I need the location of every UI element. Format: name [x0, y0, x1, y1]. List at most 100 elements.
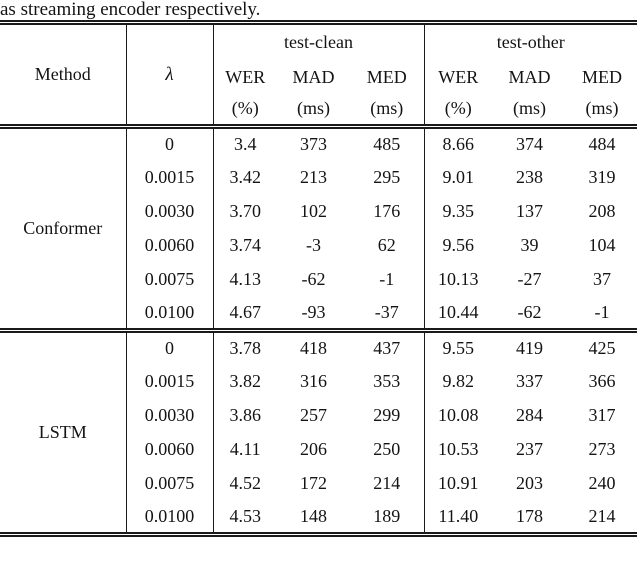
- mad-other-unit: (ms): [513, 98, 547, 119]
- med-clean-cell: 353: [350, 364, 425, 399]
- table-row: 0.0100 4.67 -93 -37 10.44 -62 -1: [0, 296, 637, 331]
- mad-other-cell: 419: [516, 338, 544, 359]
- med-other-cell: 425: [588, 338, 616, 359]
- mad-clean-cell: 257: [300, 405, 327, 425]
- group-header-row: Method λ test-clean test-other: [0, 22, 637, 127]
- mad-clean-cell: -3: [306, 235, 321, 255]
- med-other-cell: 104: [588, 235, 616, 255]
- med-other-cell: 317: [588, 405, 616, 425]
- table-row: 0.0075 4.52 172 214 10.91 203 240: [0, 466, 637, 501]
- method-cell: LSTM: [0, 330, 127, 535]
- med-clean-cell: 299: [350, 398, 425, 433]
- lambda-cell: 0.0015: [126, 160, 214, 195]
- caption-text: as streaming encoder respectively.: [0, 0, 261, 20]
- metric-header-row: WER MAD MED WER MAD MED: [0, 60, 637, 94]
- test-other-group-header: test-other: [496, 32, 565, 53]
- wer-clean-cell: 3.82: [229, 371, 262, 391]
- mad-clean-cell: 102: [300, 201, 327, 221]
- wer-clean-cell: 4.52: [229, 473, 262, 493]
- method-column-header: Method: [0, 22, 127, 127]
- wer-clean-cell: 4.53: [229, 505, 262, 526]
- mad-other-cell: 137: [516, 201, 544, 221]
- med-other-header: MED: [582, 66, 623, 87]
- table-row: 0.0030 3.70 102 176 9.35 137 208: [0, 194, 637, 229]
- wer-clean-cell: 3.42: [229, 167, 262, 187]
- mad-clean-cell: 213: [300, 167, 327, 187]
- wer-clean-cell: 4.11: [229, 439, 261, 459]
- mad-other-header: MAD: [508, 66, 551, 87]
- mad-other-cell: 284: [516, 405, 544, 425]
- lambda-column-header: λ: [126, 22, 214, 127]
- wer-other-cell: 10.53: [438, 439, 479, 459]
- mad-clean-cell: 316: [300, 371, 327, 391]
- mad-other-cell: 237: [516, 439, 544, 459]
- lambda-cell: 0.0075: [126, 262, 214, 297]
- wer-clean-cell: 3.78: [229, 338, 262, 359]
- wer-other-cell: 9.82: [442, 371, 475, 391]
- table-row: 0.0015 3.82 316 353 9.82 337 366: [0, 364, 637, 399]
- lambda-cell: 0.0015: [126, 364, 214, 399]
- wer-other-unit: (%): [444, 98, 472, 119]
- med-clean-cell: 176: [350, 194, 425, 229]
- lambda-cell: 0.0100: [126, 500, 214, 535]
- table-row: 0.0075 4.13 -62 -1 10.13 -27 37: [0, 262, 637, 297]
- mad-clean-cell: -62: [301, 269, 326, 289]
- table-row: 0.0100 4.53 148 189 11.40 178 214: [0, 500, 637, 535]
- med-other-unit: (ms): [585, 98, 619, 119]
- table-row: 0.0030 3.86 257 299 10.08 284 317: [0, 398, 637, 433]
- test-clean-group-header: test-clean: [213, 22, 425, 61]
- mad-clean-cell: 172: [300, 473, 327, 493]
- lambda-cell: 0.0075: [126, 466, 214, 501]
- lambda-cell: 0.0100: [126, 296, 214, 331]
- mad-other-cell: 337: [516, 371, 544, 391]
- med-clean-cell: 189: [350, 500, 425, 535]
- med-clean-cell: -37: [350, 296, 425, 331]
- med-other-cell: -1: [594, 301, 610, 322]
- wer-other-cell: 11.40: [438, 505, 479, 526]
- med-clean-cell: 437: [350, 330, 425, 365]
- mad-other-cell: -27: [517, 269, 542, 289]
- lstm-block: LSTM 0 3.78 418 437 9.55 419 425 0.0015 …: [0, 330, 638, 535]
- mad-other-cell: 374: [516, 134, 544, 155]
- med-clean-cell: 485: [350, 126, 425, 161]
- results-table: Method λ test-clean test-other WER MAD M…: [0, 20, 638, 537]
- table-row: LSTM 0 3.78 418 437 9.55 419 425: [0, 330, 637, 535]
- mad-clean-cell: -93: [301, 301, 326, 322]
- conformer-block: Conformer 0 3.4 373 485 8.66 374 484 0.0…: [0, 126, 637, 331]
- wer-other-cell: 10.44: [438, 301, 479, 322]
- mad-clean-unit: (ms): [297, 98, 330, 119]
- mad-other-cell: 203: [516, 473, 544, 493]
- lambda-cell: 0: [126, 126, 214, 161]
- med-other-cell: 208: [588, 201, 616, 221]
- wer-other-cell: 8.66: [442, 134, 475, 155]
- mad-clean-cell: 206: [300, 439, 327, 459]
- mad-other-cell: -62: [517, 301, 542, 322]
- wer-other-cell: 10.91: [438, 473, 479, 493]
- wer-clean-cell: 3.4: [234, 134, 257, 155]
- med-clean-cell: 250: [350, 432, 425, 467]
- wer-clean-cell: 4.13: [229, 269, 262, 289]
- lambda-cell: 0.0030: [126, 398, 214, 433]
- med-other-cell: 240: [588, 473, 616, 493]
- med-clean-header: MED: [350, 60, 425, 94]
- wer-other-cell: 9.35: [442, 201, 475, 221]
- med-other-cell: 37: [593, 269, 612, 289]
- lambda-cell: 0.0030: [126, 194, 214, 229]
- wer-clean-cell: 4.67: [229, 301, 262, 322]
- wer-clean-header: WER: [225, 66, 266, 87]
- mad-clean-cell: 373: [300, 134, 327, 155]
- mad-clean-cell: 418: [300, 338, 327, 359]
- wer-other-cell: 9.55: [442, 338, 475, 359]
- wer-other-cell: 9.01: [442, 167, 475, 187]
- wer-other-header: WER: [438, 66, 479, 87]
- med-other-cell: 319: [588, 167, 616, 187]
- wer-other-cell: 9.56: [442, 235, 475, 255]
- wer-clean-cell: 3.74: [229, 235, 262, 255]
- table-header: Method λ test-clean test-other WER MAD M…: [0, 22, 638, 127]
- med-clean-cell: 62: [350, 228, 425, 263]
- unit-header-row: (%) (ms) (ms) (%) (ms) (ms): [0, 93, 637, 127]
- method-cell: Conformer: [0, 126, 127, 331]
- mad-other-cell: 39: [520, 235, 539, 255]
- wer-other-cell: 10.13: [438, 269, 479, 289]
